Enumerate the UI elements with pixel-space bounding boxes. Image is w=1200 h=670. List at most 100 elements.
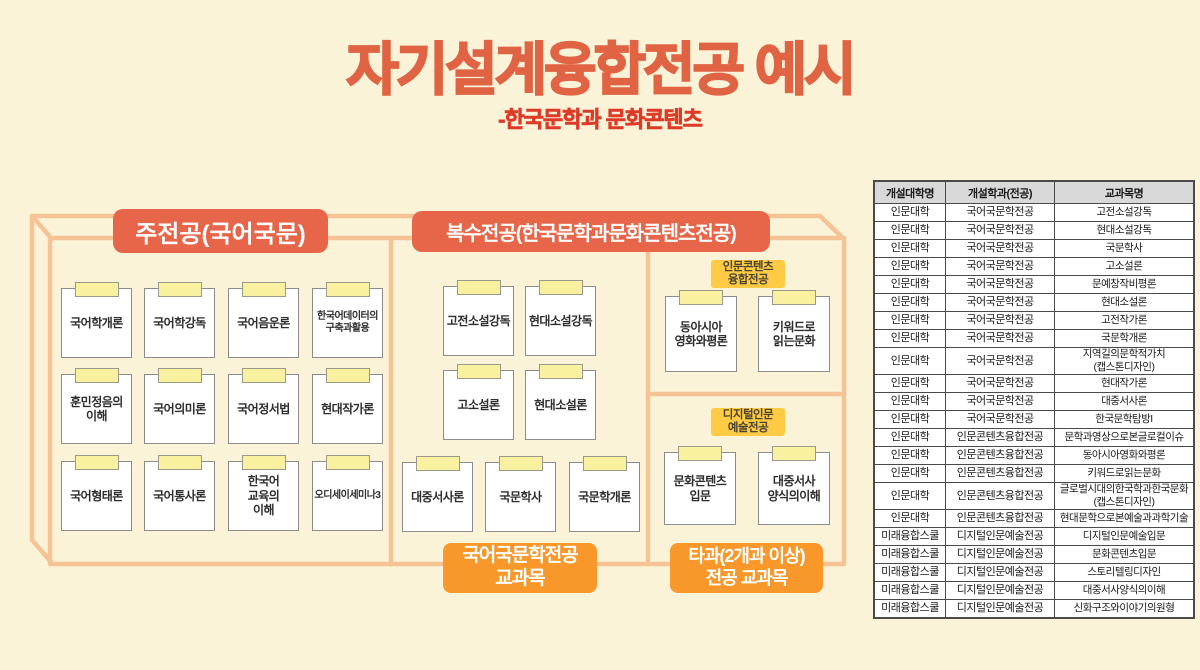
table-cell: 현대문학으로본예술과과학기술 [1054,509,1195,528]
table-row: 인문대학 국어국문학전공 고전작가론 [873,311,1195,330]
sticky-note-tab-icon [456,280,501,295]
table-header-cell: 개설학과(전공) [945,180,1055,204]
table-cell: 미래융합스쿨 [873,581,946,600]
table-cell: 국어국문학전공 [945,311,1055,330]
table-cell: 한국문학탐방I [1054,410,1195,429]
course-card: 국문학사 [485,456,556,532]
table-cell: 국어국문학전공 [945,347,1055,375]
table-cell: 인문콘텐츠융합전공 [945,464,1055,483]
course-card: 국어형태론 [61,455,132,531]
table-cell: 인문대학 [873,329,946,348]
course-card: 훈민정음의 이해 [61,368,132,444]
table-cell: 인문대학 [873,464,946,483]
table-cell: 현대소설강독 [1054,221,1195,240]
table-row: 인문대학 인문콘텐츠융합전공 동아시아영화와평론 [873,446,1195,465]
table-cell: 스토리텔링디자인 [1054,563,1195,582]
table-cell: 현대소설론 [1054,293,1195,312]
table-row: 미래융합스쿨 디지털인문예술전공 디지털인문예술입문 [873,527,1195,546]
course-card-label: 국어학강독 [153,315,206,330]
table-cell: 국어국문학전공 [945,275,1055,294]
sticky-note-tab-icon [415,456,460,471]
table-row: 인문대학 인문콘텐츠융합전공 키워드로읽는문화 [873,464,1195,483]
table-cell: 인문대학 [873,275,946,294]
table-row: 미래융합스쿨 디지털인문예술전공 문화콘텐츠입문 [873,545,1195,564]
sticky-note-tab-icon [74,282,119,297]
table-cell: 디지털인문예술전공 [945,527,1055,546]
sticky-note-tab-icon [325,368,370,383]
course-card: 오디세이세미나3 [312,455,383,531]
course-card-label: 한국어 교육의 이해 [247,474,280,518]
sticky-note-tab-icon [582,456,627,471]
table-cell: 미래융합스쿨 [873,563,946,582]
course-card: 국문학개론 [569,456,640,532]
sticky-note-tab-icon [74,368,119,383]
course-card-label: 국어정서법 [237,401,290,416]
table-cell: 국어국문학전공 [945,374,1055,393]
course-card: 한국어 교육의 이해 [228,455,299,531]
double-major-header: 복수전공(한국문학과문화콘텐츠전공) [412,211,770,252]
course-card-label: 현대작가론 [321,401,374,416]
table-cell: 디지털인문예술전공 [945,581,1055,600]
table-cell: 동아시아영화와평론 [1054,446,1195,465]
course-card: 한국어데이터의 구축과활용 [312,282,383,358]
course-card: 현대소설강독 [525,280,596,356]
table-cell: 인문대학 [873,239,946,258]
course-card-label: 대중서사론 [411,489,464,504]
course-card-label: 키워드로 읽는문화 [772,319,816,348]
course-card-label: 문화콘텐츠 입문 [673,474,727,503]
table-row: 인문대학 국어국문학전공 국문학개론 [873,329,1195,348]
course-card-label: 현대소설론 [534,397,587,412]
sticky-note-tab-icon [157,282,202,297]
course-card: 대중서사론 [402,456,473,532]
table-row: 인문대학 국어국문학전공 대중서사론 [873,392,1195,411]
table-cell: 국어국문학전공 [945,239,1055,258]
sticky-note-tab-icon [772,446,816,461]
box-corner-tl [29,213,55,242]
table-cell: 국어국문학전공 [945,203,1055,222]
table-cell: 인문대학 [873,257,946,276]
course-card: 국어정서법 [228,368,299,444]
table-cell: 미래융합스쿨 [873,545,946,564]
table-row: 인문대학 국어국문학전공 현대소설강독 [873,221,1195,240]
course-card: 국어통사론 [144,455,215,531]
course-card-label: 대중서사 양식의이해 [767,474,821,503]
table-cell: 인문대학 [873,311,946,330]
course-card: 국어학강독 [144,282,215,358]
course-card-label: 고소설론 [457,397,500,412]
table-row: 인문대학 인문콘텐츠융합전공 글로벌시대의한국학과한국문화 (캡스톤디자인) [873,482,1195,510]
sticky-note-tab-icon [678,446,722,461]
table-row: 미래융합스쿨 디지털인문예술전공 스토리텔링디자인 [873,563,1195,582]
course-card: 키워드로 읽는문화 [758,290,830,372]
sticky-note-tab-icon [241,455,286,470]
table-cell: 키워드로읽는문화 [1054,464,1195,483]
table-row: 인문대학 국어국문학전공 고전소설강독 [873,203,1195,222]
sticky-note-tab-icon [538,280,583,295]
table-cell: 지역길의문학적가치 (캡스톤디자인) [1054,347,1195,375]
table-cell: 국어국문학전공 [945,221,1055,240]
table-cell: 국어국문학전공 [945,329,1055,348]
table-cell: 국어국문학전공 [945,392,1055,411]
table-row: 인문대학 국어국문학전공 고소설론 [873,257,1195,276]
table-row: 미래융합스쿨 디지털인문예술전공 대중서사양식의이해 [873,581,1195,600]
table-row: 인문대학 국어국문학전공 현대작가론 [873,374,1195,393]
course-card-label: 국어형태론 [70,488,123,503]
table-cell: 인문대학 [873,221,946,240]
course-card: 현대작가론 [312,368,383,444]
table-row: 인문대학 인문콘텐츠융합전공 문학과영상으로본글로컬이슈 [873,428,1195,447]
course-card: 국어의미론 [144,368,215,444]
course-card-label: 국어학개론 [70,315,123,330]
table-cell: 디지털인문예술전공 [945,563,1055,582]
table-cell: 문학과영상으로본글로컬이슈 [1054,428,1195,447]
table-cell: 인문대학 [873,374,946,393]
table-cell: 고전작가론 [1054,311,1195,330]
table-cell: 인문대학 [873,203,946,222]
course-card: 문화콘텐츠 입문 [664,446,736,525]
table-row: 인문대학 국어국문학전공 한국문학탐방I [873,410,1195,429]
sticky-note-tab-icon [241,368,286,383]
sticky-note-tab-icon [498,456,543,471]
table-cell: 디지털인문예술전공 [945,545,1055,564]
page-subtitle: -한국문학과 문화콘텐츠 [498,107,704,133]
sticky-note-tab-icon [325,455,370,470]
table-cell: 고소설론 [1054,257,1195,276]
page-title: 자기설계융합전공 예시 [345,37,857,103]
